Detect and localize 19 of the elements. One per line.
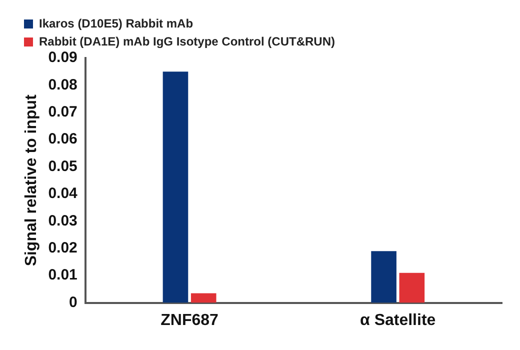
x-tick-label: α Satellite xyxy=(360,312,436,329)
bar xyxy=(162,72,188,303)
y-tick-label: 0.01 xyxy=(48,266,78,284)
y-axis-title: Signal relative to input xyxy=(23,94,40,266)
y-tick-label: 0.08 xyxy=(48,76,78,94)
bar xyxy=(190,293,216,303)
y-tick-label: 0.02 xyxy=(48,240,78,257)
legend-label: Ikaros (D10E5) Rabbit mAb xyxy=(39,16,194,30)
y-tick-label: 0.09 xyxy=(48,49,78,66)
x-tick-label: ZNF687 xyxy=(160,312,219,329)
legend-label: Rabbit (DA1E) mAb IgG Isotype Control (CUT&RUN) xyxy=(39,34,335,48)
bar xyxy=(399,272,425,303)
y-tick-label: 0.05 xyxy=(48,158,78,175)
y-tick-label: 0.03 xyxy=(48,212,78,230)
bar xyxy=(371,251,396,303)
y-tick-label: 0.06 xyxy=(48,130,78,148)
y-tick-label: 0.07 xyxy=(48,104,78,121)
y-tick-label: 0.04 xyxy=(48,185,78,202)
y-tick-label: 0 xyxy=(69,294,78,311)
